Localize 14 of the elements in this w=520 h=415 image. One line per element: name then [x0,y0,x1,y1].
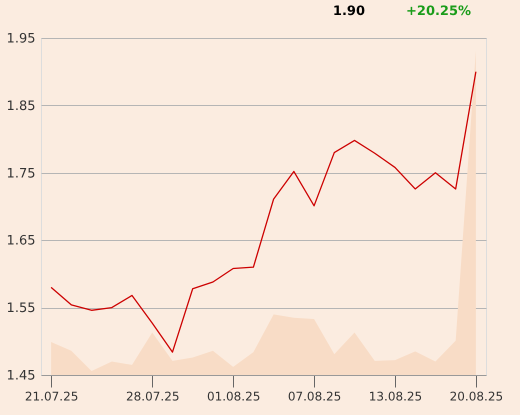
text: +20.25% [406,4,472,19]
y-tick-label: 1.45 [6,368,36,384]
y-tick-label: 1.55 [6,301,36,316]
y-tick-label: 1.85 [6,98,36,114]
y-tick-label: 1.95 [6,32,36,46]
x-tick-label: 13.08.25 [368,390,422,404]
x-tick-label: 28.07.25 [126,390,180,404]
x-tick-label: 01.08.25 [206,390,260,404]
x-tick-label: 07.08.25 [288,390,342,404]
text: 1.90 [332,4,365,19]
y-tick-label: 1.65 [6,234,36,249]
x-tick-label: 20.08.25 [450,390,504,404]
y-tick-label: 1.75 [6,166,36,182]
x-tick-label: 21.07.25 [24,390,78,404]
